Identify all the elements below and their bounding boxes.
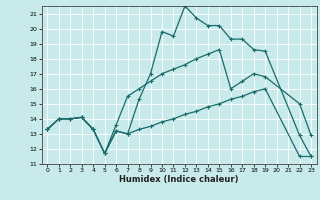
X-axis label: Humidex (Indice chaleur): Humidex (Indice chaleur) <box>119 175 239 184</box>
